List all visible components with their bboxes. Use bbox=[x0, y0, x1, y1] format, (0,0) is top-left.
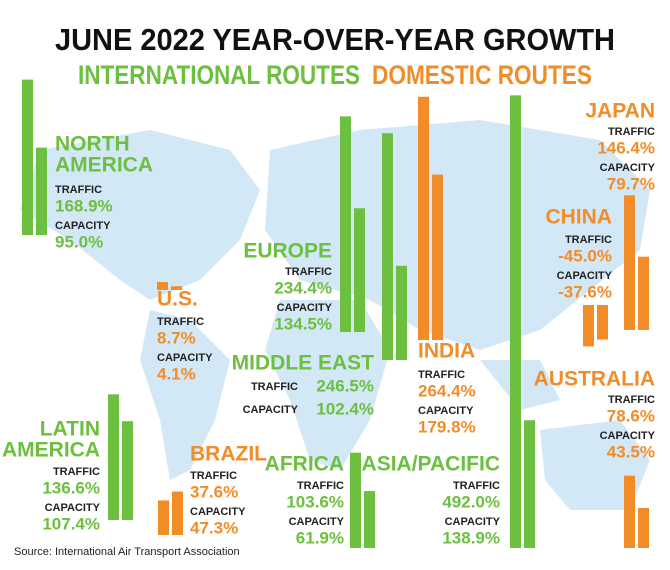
metric-label: TRAFFIC bbox=[157, 316, 204, 328]
bar bbox=[510, 95, 521, 549]
bar bbox=[22, 79, 33, 235]
legend-domestic: DOMESTIC ROUTES bbox=[372, 60, 592, 90]
bar bbox=[396, 265, 407, 360]
metric-label: TRAFFIC bbox=[53, 466, 100, 478]
bar bbox=[171, 286, 182, 290]
bar bbox=[638, 507, 649, 548]
value-label: 43.5% bbox=[607, 442, 655, 461]
metric-label: CAPACITY bbox=[190, 506, 246, 518]
metric-label: TRAFFIC bbox=[251, 381, 298, 393]
region-name: AMERICA bbox=[2, 439, 100, 462]
value-label: 134.5% bbox=[274, 314, 332, 333]
bar bbox=[157, 281, 168, 290]
metric-label: TRAFFIC bbox=[608, 126, 655, 138]
bar bbox=[172, 491, 183, 535]
bar bbox=[354, 208, 365, 332]
metric-label: CAPACITY bbox=[600, 430, 656, 442]
metric-label: TRAFFIC bbox=[418, 369, 465, 381]
metric-label: CAPACITY bbox=[418, 405, 474, 417]
region-name: ASIA/PACIFIC bbox=[362, 453, 500, 476]
value-label: 146.4% bbox=[597, 138, 655, 157]
metric-label: CAPACITY bbox=[600, 162, 656, 174]
bar bbox=[597, 305, 608, 340]
metric-label: TRAFFIC bbox=[55, 184, 102, 196]
metric-label: CAPACITY bbox=[445, 516, 501, 528]
metric-label: CAPACITY bbox=[557, 270, 613, 282]
value-label: -45.0% bbox=[558, 246, 612, 265]
bar bbox=[638, 256, 649, 330]
region-name: EUROPE bbox=[243, 240, 332, 263]
value-label: -37.6% bbox=[558, 282, 612, 301]
value-label: 8.7% bbox=[157, 328, 196, 347]
value-label: 107.4% bbox=[42, 514, 100, 533]
value-label: 136.6% bbox=[42, 478, 100, 497]
metric-label: TRAFFIC bbox=[453, 480, 500, 492]
bar bbox=[624, 475, 635, 548]
bar bbox=[350, 452, 361, 548]
value-label: 37.6% bbox=[190, 482, 238, 501]
bar bbox=[624, 195, 635, 330]
region-name: INDIA bbox=[418, 340, 475, 363]
legend-international: INTERNATIONAL ROUTES bbox=[78, 60, 360, 90]
bar bbox=[418, 96, 429, 340]
metric-label: CAPACITY bbox=[277, 302, 333, 314]
region-name: U.S. bbox=[157, 288, 198, 311]
region-name: JAPAN bbox=[585, 100, 655, 123]
region-name: AFRICA bbox=[265, 453, 344, 476]
value-label: 234.4% bbox=[274, 278, 332, 297]
chart-title: JUNE 2022 YEAR-OVER-YEAR GROWTH bbox=[55, 22, 615, 57]
metric-label: TRAFFIC bbox=[190, 470, 237, 482]
bar bbox=[340, 116, 351, 333]
bar bbox=[524, 420, 535, 548]
value-label: 95.0% bbox=[55, 232, 103, 251]
metric-label: CAPACITY bbox=[243, 404, 299, 416]
metric-label: CAPACITY bbox=[45, 502, 101, 514]
region-name: BRAZIL bbox=[190, 443, 267, 466]
region-name: MIDDLE EAST bbox=[232, 352, 375, 375]
metric-label: TRAFFIC bbox=[565, 234, 612, 246]
region-name: LATIN bbox=[40, 418, 100, 441]
region-name: AUSTRALIA bbox=[534, 368, 655, 391]
bar bbox=[432, 174, 443, 340]
value-label: 47.3% bbox=[190, 518, 238, 537]
value-label: 61.9% bbox=[296, 528, 344, 547]
value-label: 78.6% bbox=[607, 406, 655, 425]
bar bbox=[583, 305, 594, 347]
metric-label: TRAFFIC bbox=[297, 480, 344, 492]
bar bbox=[364, 491, 375, 548]
bar bbox=[158, 500, 169, 535]
value-label: 138.9% bbox=[442, 528, 500, 547]
region-name: CHINA bbox=[546, 206, 613, 229]
metric-label: CAPACITY bbox=[289, 516, 345, 528]
bar bbox=[36, 147, 47, 235]
metric-label: TRAFFIC bbox=[608, 394, 655, 406]
bar bbox=[382, 133, 393, 360]
bar bbox=[122, 421, 133, 520]
value-label: 4.1% bbox=[157, 364, 196, 383]
source: Source: International Air Transport Asso… bbox=[14, 546, 240, 558]
region-name: NORTH bbox=[55, 133, 130, 156]
metric-label: CAPACITY bbox=[55, 220, 111, 232]
value-label: 102.4% bbox=[316, 399, 374, 418]
value-label: 168.9% bbox=[55, 196, 113, 215]
bar bbox=[108, 394, 119, 520]
value-label: 246.5% bbox=[316, 376, 374, 395]
metric-label: CAPACITY bbox=[157, 352, 213, 364]
region-name: AMERICA bbox=[55, 154, 153, 177]
metric-label: TRAFFIC bbox=[285, 266, 332, 278]
value-label: 179.8% bbox=[418, 417, 476, 436]
value-label: 79.7% bbox=[607, 174, 655, 193]
value-label: 264.4% bbox=[418, 381, 476, 400]
value-label: 103.6% bbox=[286, 492, 344, 511]
value-label: 492.0% bbox=[442, 492, 500, 511]
